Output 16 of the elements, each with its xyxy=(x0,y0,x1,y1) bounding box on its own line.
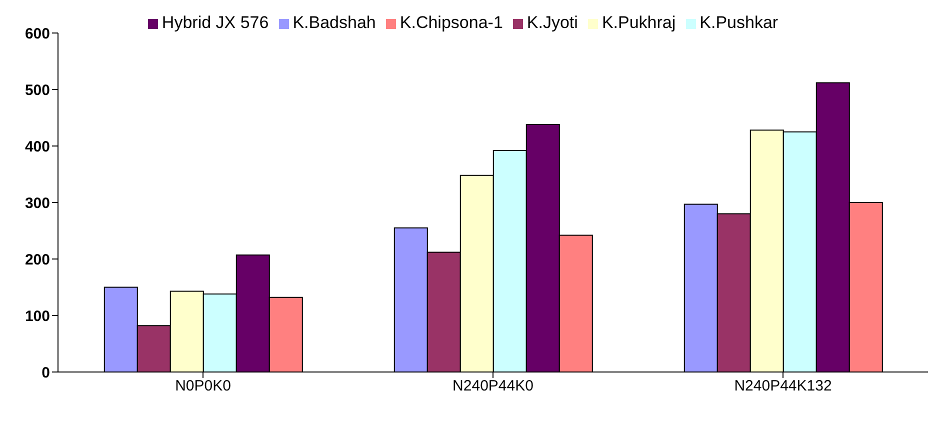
y-tick-label: 200 xyxy=(24,251,50,268)
y-tick-label: 400 xyxy=(24,138,50,156)
legend-label: K.Pukhraj xyxy=(602,13,676,32)
legend-label: K.Badshah xyxy=(292,13,376,32)
y-tick-label: 500 xyxy=(24,82,50,99)
y-tick-label: 100 xyxy=(24,308,50,325)
legend-label: Hybrid JX 576 xyxy=(162,13,269,32)
x-tick-label: N240P44K0 xyxy=(452,378,534,395)
y-tick-label: 300 xyxy=(24,194,50,212)
x-tick-label: N240P44K132 xyxy=(734,378,832,395)
legend-label: K.Pushkar xyxy=(700,13,778,32)
y-tick-label: 600 xyxy=(24,25,50,42)
x-tick-label: N0P0K0 xyxy=(175,378,231,395)
legend-label: K.Jyoti xyxy=(526,13,578,32)
legend-label: K.Chipsona-1 xyxy=(400,13,503,32)
y-tick-label: 0 xyxy=(42,364,50,382)
